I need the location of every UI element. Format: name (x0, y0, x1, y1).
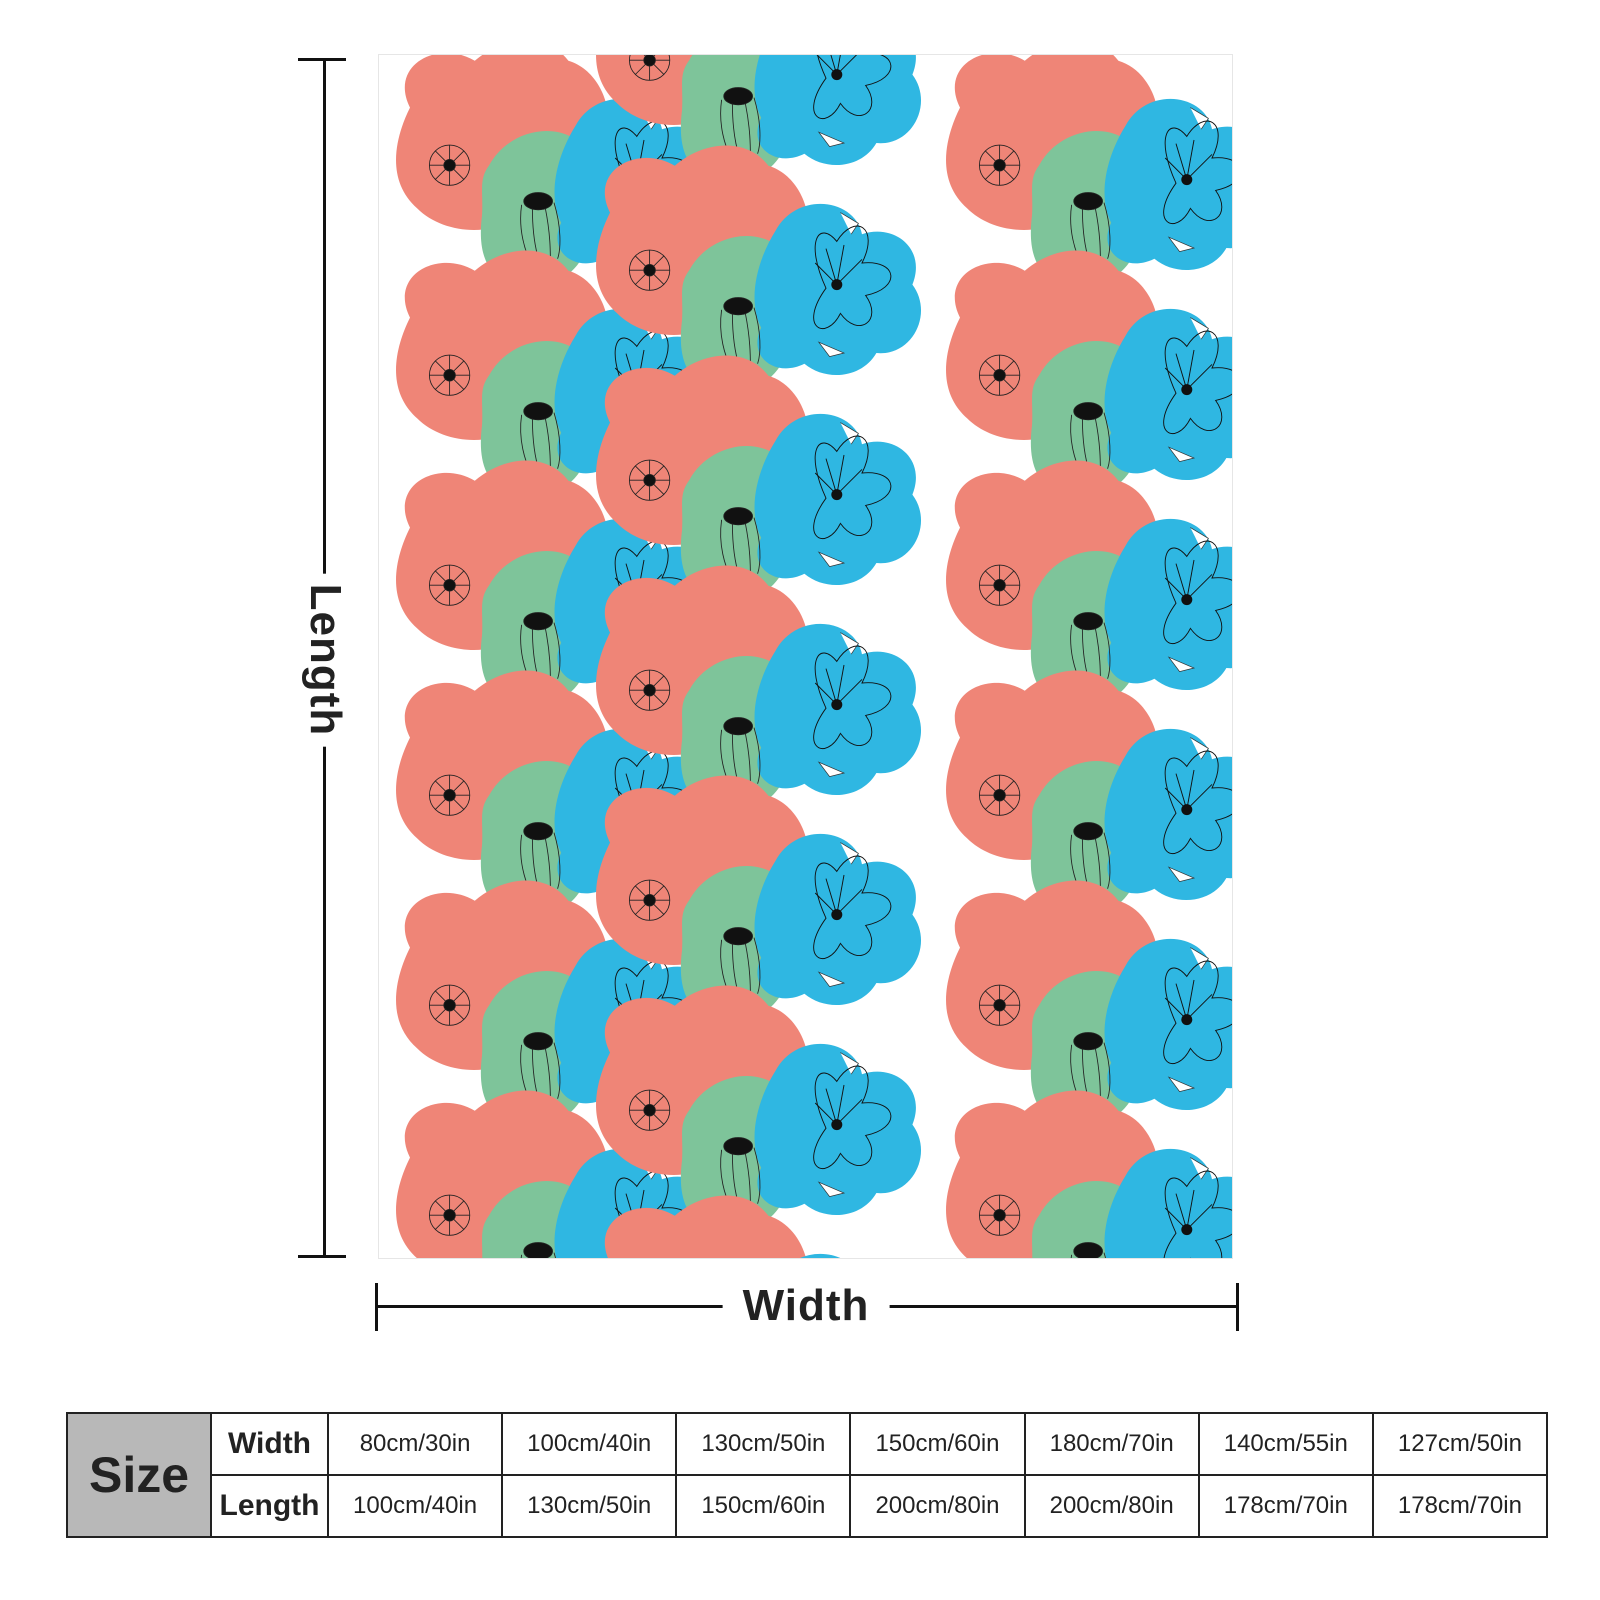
width-row-label: Width (210, 1412, 329, 1476)
length-dimension-top-cap (298, 58, 346, 61)
table-cell: 150cm/60in (849, 1412, 1026, 1476)
table-cell: 130cm/50in (675, 1412, 852, 1476)
width-label: Width (722, 1281, 890, 1331)
table-row: Size Width 80cm/30in 100cm/40in 130cm/50… (66, 1412, 1549, 1538)
table-cell: 127cm/50in (1371, 1412, 1549, 1476)
table-cell: 180cm/70in (1023, 1412, 1200, 1476)
table-cell: 100cm/40in (326, 1474, 504, 1538)
size-table: Size Width 80cm/30in 100cm/40in 130cm/50… (66, 1412, 1549, 1538)
table-cell: 80cm/30in (326, 1412, 504, 1476)
length-row-label: Length (210, 1474, 329, 1538)
table-cell: 200cm/80in (1023, 1474, 1200, 1538)
table-cell: 130cm/50in (501, 1474, 678, 1538)
blanket-image (378, 54, 1233, 1259)
table-cell: 150cm/60in (675, 1474, 852, 1538)
length-dimension-bottom-cap (298, 1255, 346, 1258)
floral-pattern (378, 54, 1233, 1259)
table-cell: 100cm/40in (501, 1412, 678, 1476)
table-row: Length 100cm/40in 130cm/50in 150cm/60in … (67, 1474, 1549, 1538)
size-header: Size (66, 1412, 212, 1538)
length-label: Length (300, 573, 350, 747)
table-cell: 178cm/70in (1371, 1474, 1549, 1538)
table-cell: 178cm/70in (1197, 1474, 1374, 1538)
table-cell: 140cm/55in (1197, 1412, 1374, 1476)
table-cell: 200cm/80in (849, 1474, 1026, 1538)
